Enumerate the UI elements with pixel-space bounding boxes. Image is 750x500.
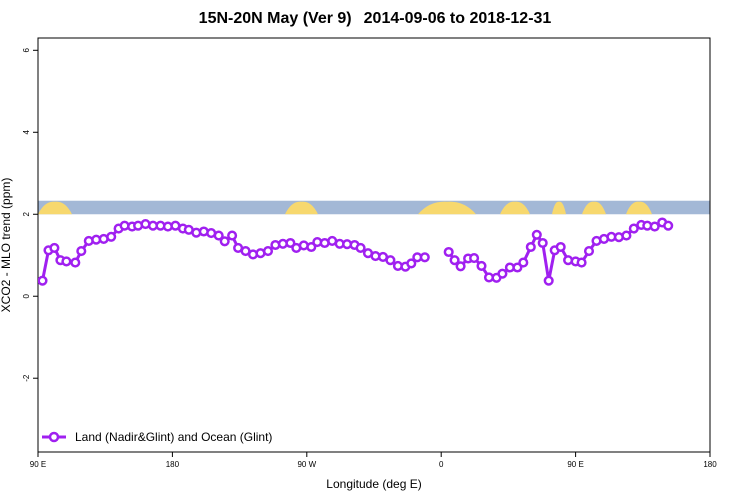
y-axis-title: XCO2 - MLO trend (ppm)	[0, 178, 13, 313]
data-point	[621, 230, 632, 241]
data-point	[70, 257, 81, 268]
data-point	[531, 229, 542, 240]
y-tick-label: 2	[22, 211, 31, 216]
x-tick-label: 90 W	[297, 460, 316, 469]
data-point	[543, 275, 554, 286]
data-point	[663, 220, 674, 231]
data-point	[497, 268, 508, 279]
chart-title: 15N-20N May (Ver 9) 2014-09-06 to 2018-12…	[0, 10, 750, 28]
plot-frame	[37, 37, 711, 453]
data-point	[262, 246, 274, 257]
map-land-2	[418, 201, 476, 215]
map-land-3	[500, 201, 530, 215]
data-point	[455, 261, 466, 272]
data-point	[628, 223, 639, 234]
data-point	[469, 253, 480, 264]
data-point	[476, 260, 487, 271]
x-tick-label: 90 E	[30, 460, 46, 469]
data-point	[518, 257, 529, 268]
map-land-5	[582, 201, 606, 215]
y-tick-label: 4	[22, 130, 31, 135]
data-point	[306, 241, 317, 253]
data-point	[61, 256, 72, 267]
y-tick-label: 0	[22, 293, 31, 298]
chart-title-region: 15N-20N May (Ver 9)	[198, 10, 352, 27]
map-land-1	[285, 201, 318, 215]
x-tick-label: 90 E	[567, 460, 583, 469]
data-point	[38, 275, 48, 286]
series-layer	[38, 217, 674, 286]
y-axis: -2 0 2 4 6	[22, 48, 38, 382]
data-point	[106, 231, 117, 242]
data-point	[76, 246, 87, 257]
data-point	[419, 252, 430, 263]
data-point	[406, 258, 417, 269]
data-point	[576, 257, 587, 268]
map-ocean	[38, 200, 710, 215]
data-point	[649, 221, 660, 232]
y-tick-label: -2	[22, 374, 31, 382]
data-point	[443, 246, 454, 258]
map-land-0	[38, 201, 72, 215]
x-axis: 90 E 180 90 W 0 90 E 180	[30, 452, 717, 469]
x-axis-title: Longitude (deg E)	[326, 477, 421, 491]
data-point	[213, 230, 224, 241]
chart-title-dates: 2014-09-06 to 2018-12-31	[363, 10, 552, 27]
legend: Land (Nadir&Glint) and Ocean (Glint)	[42, 430, 272, 444]
data-point	[537, 237, 548, 249]
x-tick-label: 0	[439, 460, 444, 469]
map-strip	[38, 200, 710, 215]
data-point	[449, 255, 460, 266]
legend-label: Land (Nadir&Glint) and Ocean (Glint)	[75, 430, 272, 444]
map-land-4	[552, 201, 566, 215]
x-tick-label: 180	[166, 460, 180, 469]
data-point	[49, 242, 60, 253]
y-tick-label: 6	[22, 48, 31, 53]
data-point	[555, 241, 566, 253]
x-tick-label: 180	[703, 460, 717, 469]
data-point	[227, 230, 238, 241]
data-point	[525, 241, 536, 253]
legend-marker	[48, 431, 60, 443]
map-land-6	[626, 201, 652, 215]
data-point	[355, 242, 366, 253]
data-point	[583, 246, 595, 257]
data-point	[219, 236, 230, 247]
data-point	[385, 255, 396, 266]
